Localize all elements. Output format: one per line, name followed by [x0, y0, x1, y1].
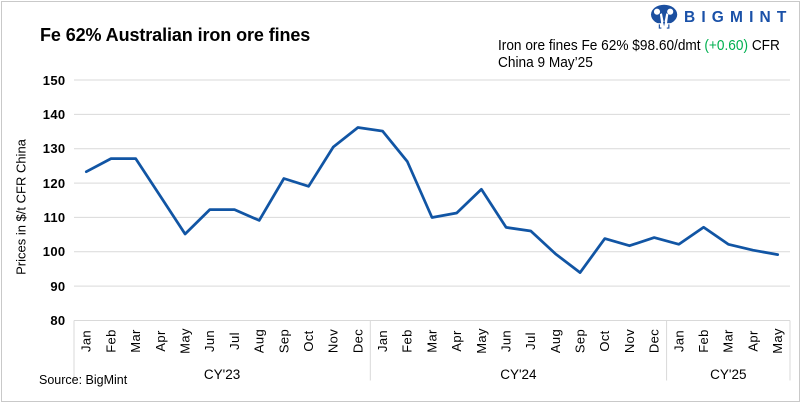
svg-text:Aug: Aug: [548, 329, 563, 353]
svg-text:Nov: Nov: [622, 329, 637, 353]
svg-text:Apr: Apr: [153, 330, 168, 352]
svg-text:Oct: Oct: [301, 330, 316, 351]
svg-text:Feb: Feb: [103, 329, 118, 352]
svg-text:Mar: Mar: [424, 329, 439, 353]
svg-text:Dec: Dec: [350, 329, 365, 353]
svg-text:Sep: Sep: [573, 329, 588, 353]
svg-text:Dec: Dec: [647, 329, 662, 353]
svg-text:Mar: Mar: [128, 329, 143, 353]
svg-text:Apr: Apr: [449, 330, 464, 352]
svg-text:Sep: Sep: [276, 329, 291, 353]
svg-text:Jul: Jul: [523, 332, 538, 350]
svg-text:Jul: Jul: [227, 332, 242, 350]
svg-text:Jan: Jan: [671, 330, 686, 352]
svg-text:Aug: Aug: [252, 329, 267, 353]
svg-text:Apr: Apr: [745, 330, 760, 352]
svg-text:Feb: Feb: [696, 329, 711, 352]
svg-text:Jan: Jan: [375, 330, 390, 352]
svg-text:Mar: Mar: [721, 329, 736, 353]
svg-text:Jan: Jan: [79, 330, 94, 352]
svg-text:Oct: Oct: [597, 330, 612, 351]
svg-text:Nov: Nov: [326, 329, 341, 353]
svg-text:May: May: [474, 328, 489, 354]
svg-text:May: May: [770, 328, 785, 354]
svg-text:Feb: Feb: [400, 329, 415, 352]
svg-text:Jun: Jun: [202, 330, 217, 352]
svg-text:May: May: [178, 328, 193, 354]
svg-text:Jun: Jun: [499, 330, 514, 352]
